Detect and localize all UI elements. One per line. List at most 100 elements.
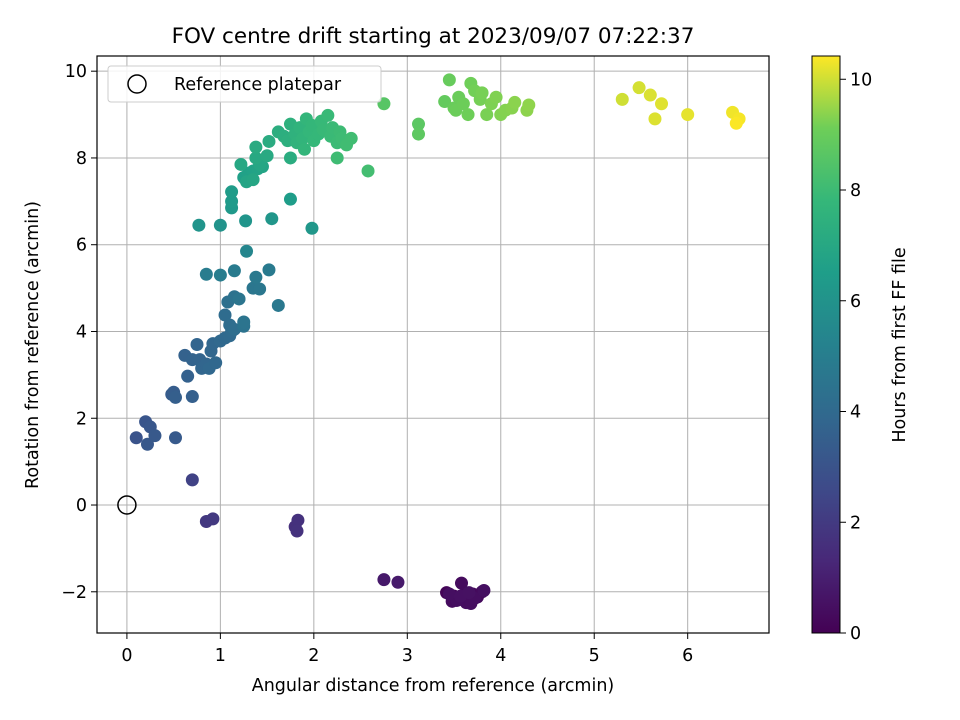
data-point <box>632 81 646 95</box>
y-axis: −2 0 2 4 6 8 10 <box>61 62 97 603</box>
colorbar-tick-label: 2 <box>850 513 861 533</box>
data-point <box>206 512 220 526</box>
x-tick-label: 1 <box>215 646 226 666</box>
data-point <box>729 116 743 130</box>
data-point <box>643 88 657 102</box>
colorbar-tick-label: 8 <box>850 181 861 201</box>
data-point <box>148 429 162 443</box>
y-tick-label: 0 <box>76 496 87 516</box>
data-point <box>655 97 669 111</box>
data-point <box>234 157 248 171</box>
data-point <box>475 86 489 100</box>
data-point <box>249 270 263 284</box>
plot-frame <box>96 55 770 634</box>
data-point <box>227 264 241 278</box>
data-point <box>181 369 195 383</box>
data-point <box>199 267 213 281</box>
data-point <box>522 98 536 112</box>
chart-title: FOV centre drift starting at 2023/09/07 … <box>172 24 695 49</box>
data-point <box>456 97 470 111</box>
x-tick-label: 3 <box>402 646 413 666</box>
data-point <box>480 108 494 122</box>
x-axis: 0 1 2 3 4 5 6 <box>121 633 693 666</box>
colorbar-tick-label: 4 <box>850 403 861 423</box>
y-tick-label: 8 <box>76 149 87 169</box>
grid-lines <box>97 56 769 633</box>
data-point <box>508 95 522 109</box>
x-tick-label: 4 <box>495 646 506 666</box>
data-point <box>361 164 375 178</box>
y-axis-label: Rotation from reference (arcmin) <box>23 201 43 489</box>
legend: Reference platepar <box>107 65 382 103</box>
colorbar-tick-label: 10 <box>850 70 872 90</box>
data-point <box>648 112 662 126</box>
data-points <box>129 73 746 610</box>
data-point <box>477 583 491 597</box>
data-point <box>169 390 183 404</box>
data-point <box>239 214 253 228</box>
y-tick-label: −2 <box>61 583 87 603</box>
data-point <box>438 95 452 109</box>
data-point <box>291 513 305 527</box>
data-point <box>262 134 276 148</box>
y-tick-label: 10 <box>65 62 87 82</box>
data-point <box>615 92 629 106</box>
data-point <box>290 524 304 538</box>
data-point <box>297 142 311 156</box>
data-point <box>260 149 274 163</box>
data-point <box>237 315 251 329</box>
data-point <box>344 131 358 145</box>
data-point <box>253 282 267 296</box>
data-point <box>271 298 285 312</box>
data-point <box>489 90 503 104</box>
data-point <box>412 127 426 141</box>
data-point <box>377 573 391 587</box>
data-point <box>455 576 469 590</box>
data-point <box>140 437 154 451</box>
data-point <box>249 140 263 154</box>
data-point <box>461 108 475 122</box>
colorbar-ticks: 0 2 4 6 8 10 <box>840 70 872 644</box>
data-point <box>681 108 695 122</box>
data-point <box>185 473 199 487</box>
data-point <box>265 212 279 226</box>
data-point <box>169 431 183 445</box>
data-point <box>321 108 335 122</box>
data-point <box>442 73 456 87</box>
data-point <box>262 263 276 277</box>
y-tick-label: 4 <box>76 322 87 342</box>
data-point <box>225 185 239 199</box>
data-point <box>412 117 426 131</box>
data-point <box>190 338 204 351</box>
data-point <box>283 151 297 165</box>
data-point <box>129 431 143 445</box>
data-point <box>283 192 297 206</box>
data-point <box>213 218 227 232</box>
data-point <box>391 575 405 589</box>
legend-box <box>107 65 382 103</box>
data-point <box>209 356 223 370</box>
x-tick-label: 2 <box>308 646 319 666</box>
legend-open-circle-icon <box>127 74 147 94</box>
colorbar-label: Hours from first FF file <box>890 247 910 442</box>
data-point <box>305 221 319 235</box>
x-axis-label: Angular distance from reference (arcmin) <box>252 676 615 696</box>
legend-entry-label: Reference platepar <box>174 75 342 95</box>
data-point <box>213 268 227 282</box>
data-point <box>225 194 239 208</box>
data-point <box>246 173 260 187</box>
colorbar-gradient <box>811 55 841 634</box>
data-point <box>192 218 206 232</box>
x-tick-label: 0 <box>121 646 132 666</box>
data-point <box>218 308 232 322</box>
data-point <box>330 151 344 165</box>
data-point <box>232 292 246 306</box>
x-tick-label: 5 <box>589 646 600 666</box>
reference-marker <box>117 495 137 515</box>
y-tick-label: 6 <box>76 236 87 256</box>
x-tick-label: 6 <box>682 646 693 666</box>
data-point <box>462 586 476 600</box>
data-point <box>240 244 254 258</box>
colorbar-tick-label: 6 <box>850 292 861 312</box>
